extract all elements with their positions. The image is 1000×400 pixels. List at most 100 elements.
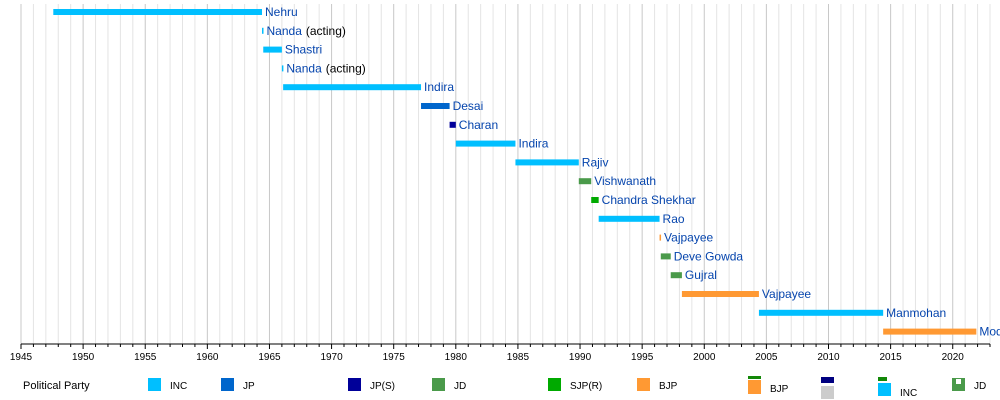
tenure-label: Nehru <box>265 5 298 19</box>
x-tick-label: 2005 <box>755 352 778 363</box>
x-tick-label: 1955 <box>134 352 157 363</box>
pm-note: (acting) <box>326 61 366 75</box>
tenure-bar <box>53 9 263 15</box>
tenure-label: Deve Gowda <box>674 249 744 263</box>
tenure-bar <box>578 178 592 185</box>
tenure-label: Chandra Shekhar <box>602 193 696 207</box>
party-logo-icon <box>821 386 834 399</box>
pm-name: Nanda <box>286 61 322 75</box>
inc-logo-stripe <box>878 377 887 381</box>
pm-name: Desai <box>453 99 484 113</box>
pm-name: Nanda <box>267 24 303 38</box>
tenure-label: Rajiv <box>582 155 609 169</box>
x-tick-label: 1985 <box>507 352 530 363</box>
x-axis: 1945 1950 1955 1960 1965 1970 1975 1980 1985 1990… <box>10 343 991 363</box>
tenure-bar <box>591 197 599 203</box>
x-tick-label: 1995 <box>631 352 654 363</box>
x-tick-label: 2000 <box>693 352 716 363</box>
pm-name: Vajpayee <box>762 287 811 301</box>
pm-note: (acting) <box>306 24 346 38</box>
tenure-label: Vajpayee <box>762 287 811 301</box>
tenure-bar <box>681 291 759 297</box>
tenure-bar <box>758 309 884 316</box>
tenure-bar <box>421 103 450 109</box>
legend-swatch <box>348 378 361 391</box>
legend-swatch <box>221 378 234 391</box>
grid-lines <box>20 4 991 344</box>
x-tick-label: 2015 <box>879 352 902 363</box>
tenure-label: Charan <box>459 118 498 132</box>
pm-name: Deve Gowda <box>674 249 744 263</box>
x-tick-label: 2010 <box>817 352 840 363</box>
pm-name: Nehru <box>265 5 298 19</box>
tenure-label: Nanda (acting) <box>286 61 365 75</box>
legend-label: INC <box>170 381 187 392</box>
tenure-label: Desai <box>453 99 484 113</box>
legend-title: Political Party <box>23 380 90 392</box>
inc-logo-icon <box>878 383 891 396</box>
x-tick-label: 1980 <box>445 352 468 363</box>
legend-label: JD <box>454 381 466 392</box>
tenure-bar <box>263 46 282 53</box>
jd-logo-icon <box>952 378 965 391</box>
pm-name: Vajpayee <box>664 231 713 245</box>
overlay-label: BJP <box>770 384 789 395</box>
legend-label: JP(S) <box>370 381 395 392</box>
tenure-label: Nanda (acting) <box>267 24 346 38</box>
legend: Political Party INC JP JP(S) JD SJP(R) BJP <box>23 378 678 392</box>
x-tick-label: 1945 <box>10 352 33 363</box>
legend-swatch <box>548 378 561 391</box>
tenure-bar <box>455 140 516 147</box>
tenure-bar <box>659 234 662 241</box>
overlay-label: JD <box>974 381 986 392</box>
pm-name: Rajiv <box>582 155 609 169</box>
tenure-bar <box>262 27 264 34</box>
tenure-label: Vishwanath <box>594 174 656 188</box>
tenure-label: Rao <box>663 212 685 226</box>
pm-name: Indira <box>424 80 454 94</box>
tenure-bar <box>449 121 456 128</box>
tenure-bar <box>598 215 660 222</box>
x-tick-label: 1965 <box>258 352 281 363</box>
x-tick-label: 1975 <box>383 352 406 363</box>
tenure-label: Indira <box>518 137 548 151</box>
tenure-bar <box>670 272 682 279</box>
legend-label: BJP <box>659 381 678 392</box>
pm-name: Manmohan <box>886 306 946 320</box>
tenure-bar <box>283 84 422 91</box>
bjp-logo-stripe <box>748 376 761 379</box>
pm-name: Indira <box>518 137 548 151</box>
party-logo-stripe <box>821 377 834 383</box>
x-tick-label: 1970 <box>320 352 343 363</box>
tenure-label: Manmohan <box>886 306 946 320</box>
legend-label: JP <box>243 381 255 392</box>
legend-swatch <box>148 378 161 391</box>
overlay-label: INC <box>900 388 917 399</box>
tenure-bar <box>660 253 671 260</box>
pm-name: Vishwanath <box>594 174 656 188</box>
tenure-label: Modi <box>979 325 1000 339</box>
tenure-bar <box>883 328 977 335</box>
jd-logo-mark <box>956 379 961 384</box>
legend-swatch <box>637 378 650 391</box>
tenure-bar <box>515 159 579 166</box>
tenure-label: Indira <box>424 80 454 94</box>
x-tick-label: 1990 <box>569 352 592 363</box>
legend-label: SJP(R) <box>570 381 602 392</box>
pm-name: Gujral <box>685 268 717 282</box>
x-tick-label: 1950 <box>72 352 95 363</box>
pm-name: Shastri <box>285 43 322 57</box>
pm-name: Chandra Shekhar <box>602 193 696 207</box>
tenure-bar <box>281 65 284 72</box>
tenure-label: Vajpayee <box>664 231 713 245</box>
pm-name: Rao <box>663 212 685 226</box>
pm-name: Modi <box>979 325 1000 339</box>
x-tick-label: 1960 <box>196 352 219 363</box>
tenure-label: Shastri <box>285 43 322 57</box>
pm-name: Charan <box>459 118 498 132</box>
tenure-label: Gujral <box>685 268 717 282</box>
bjp-logo-icon <box>748 380 761 394</box>
x-tick-label: 2020 <box>942 352 965 363</box>
